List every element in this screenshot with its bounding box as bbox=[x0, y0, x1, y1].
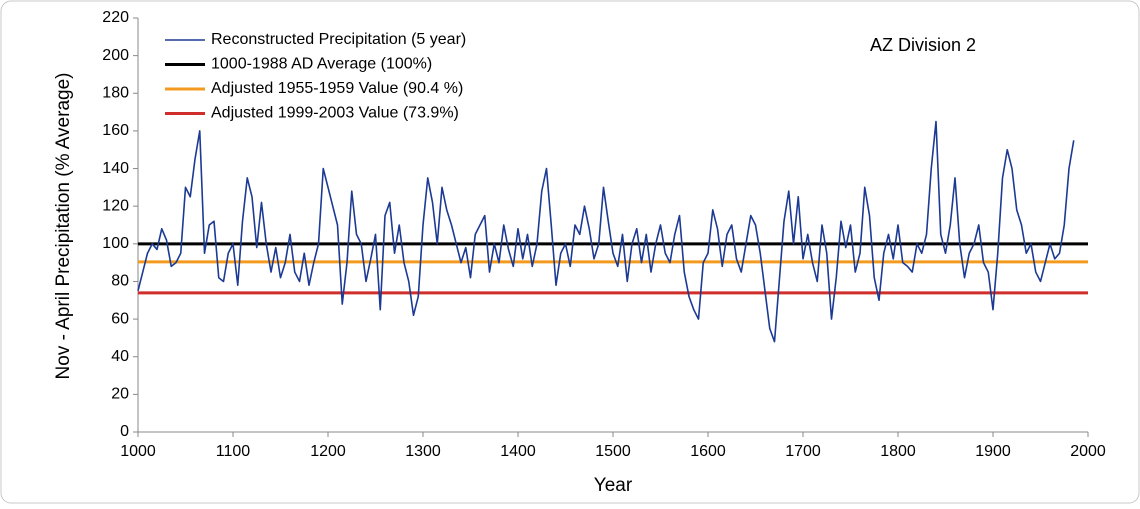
x-axis-label: Year bbox=[594, 475, 633, 496]
y-tick-label: 160 bbox=[102, 122, 129, 139]
y-tick-label: 100 bbox=[102, 235, 129, 252]
legend-label: Adjusted 1955-1959 Value (90.4 %) bbox=[211, 80, 463, 97]
legend-label: Adjusted 1999-2003 Value (73.9%) bbox=[211, 105, 459, 122]
legend-label: Reconstructed Precipitation (5 year) bbox=[211, 31, 466, 48]
y-tick-label: 40 bbox=[111, 348, 129, 365]
y-tick-label: 80 bbox=[111, 273, 129, 290]
series-line bbox=[137, 120, 1075, 343]
y-tick-label: 120 bbox=[102, 197, 129, 214]
x-tick-label: 1000 bbox=[120, 443, 156, 460]
x-tick-label: 1700 bbox=[785, 443, 821, 460]
y-tick-label: 200 bbox=[102, 47, 129, 64]
y-tick-label: 220 bbox=[102, 9, 129, 26]
x-tick-label: 2000 bbox=[1070, 443, 1106, 460]
x-tick-label: 1500 bbox=[595, 443, 631, 460]
x-tick-label: 1100 bbox=[216, 443, 251, 460]
y-axis-label: Nov - April Precipitation (% Average) bbox=[53, 73, 74, 380]
x-tick-label: 1200 bbox=[310, 443, 346, 460]
y-tick-label: 60 bbox=[111, 310, 129, 327]
y-tick-label: 180 bbox=[102, 84, 129, 101]
x-tick-label: 1900 bbox=[975, 443, 1011, 460]
y-tick-label: 0 bbox=[120, 423, 129, 440]
annotation: AZ Division 2 bbox=[870, 35, 976, 55]
x-tick-label: 1400 bbox=[500, 443, 536, 460]
y-tick-label: 20 bbox=[111, 386, 129, 403]
y-tick-label: 140 bbox=[102, 160, 129, 177]
x-tick-label: 1800 bbox=[880, 443, 916, 460]
x-tick-label: 1300 bbox=[405, 443, 441, 460]
legend-label: 1000-1988 AD Average (100%) bbox=[211, 56, 432, 73]
x-tick-label: 1600 bbox=[690, 443, 726, 460]
